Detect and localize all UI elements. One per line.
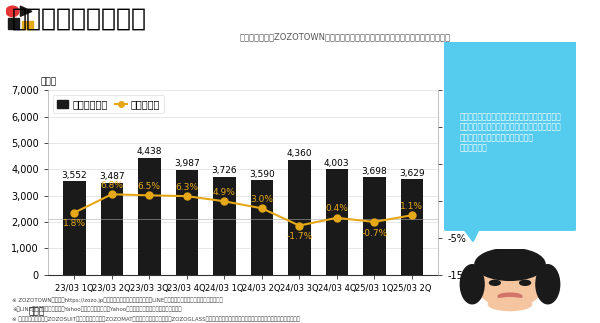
Text: 3,987: 3,987: [174, 159, 200, 168]
Bar: [401, 179, 423, 275]
Text: 3,487: 3,487: [99, 172, 125, 181]
Text: 3,629: 3,629: [399, 169, 425, 178]
Text: 6.3%: 6.3%: [175, 183, 198, 192]
Bar: [251, 180, 273, 275]
Text: 6.5%: 6.5%: [138, 182, 161, 191]
FancyBboxPatch shape: [440, 38, 580, 231]
Bar: [22, 21, 33, 29]
Ellipse shape: [475, 248, 545, 280]
Text: 6.8%: 6.8%: [100, 181, 123, 190]
Text: 1.8%: 1.8%: [63, 219, 86, 228]
Text: -0.7%: -0.7%: [361, 228, 388, 237]
Text: 3.0%: 3.0%: [250, 195, 273, 204]
Text: 1.1%: 1.1%: [400, 202, 423, 211]
Text: 平均商品単価はZOZOTOWNの商品取扱高を同期間の出荷枚数で除すことにより算出: 平均商品単価はZOZOTOWNの商品取扱高を同期間の出荷枚数で除すことにより算出: [240, 32, 451, 41]
Bar: [8, 18, 19, 29]
Text: 3,726: 3,726: [211, 166, 237, 175]
Bar: [63, 181, 86, 275]
Legend: 平均商品単価, 前年同期比: 平均商品単価, 前年同期比: [53, 95, 164, 113]
Bar: [101, 183, 123, 275]
Ellipse shape: [475, 254, 545, 307]
Ellipse shape: [490, 280, 500, 285]
Bar: [176, 170, 198, 275]
Text: 平均商品単価の推移: 平均商品単価の推移: [12, 6, 147, 30]
Bar: [138, 158, 161, 275]
Text: 4.9%: 4.9%: [213, 188, 236, 197]
Bar: [213, 177, 236, 275]
Text: 4,438: 4,438: [137, 147, 162, 156]
Ellipse shape: [498, 293, 522, 299]
Ellipse shape: [488, 298, 532, 310]
Polygon shape: [20, 6, 32, 16]
Text: 昨年以上の細しい気温の影響を受け、価格の高い
新作秋冬アイテムの需要が高まらなかったため、
商品単価の上昇率は限定的なものに
なりました。: 昨年以上の細しい気温の影響を受け、価格の高い 新作秋冬アイテムの需要が高まらなか…: [459, 112, 561, 152]
Text: （円）: （円）: [40, 78, 56, 87]
Text: 3,590: 3,590: [249, 170, 275, 179]
Ellipse shape: [536, 265, 560, 304]
Ellipse shape: [460, 265, 484, 304]
Text: 3,552: 3,552: [61, 171, 87, 180]
Bar: [288, 160, 311, 275]
Text: -1.7%: -1.7%: [286, 232, 313, 241]
Text: ※ 体型計測デバイス「ZOZOSUIT（ゾゾスーツ）」「ZOZOMAT（ゾゾマット）」および「ZOZOGLASS（ゾゾグラス）」のみを購入したユーザーは含んでお: ※ 体型計測デバイス「ZOZOSUIT（ゾゾスーツ）」「ZOZOMAT（ゾゾマッ…: [12, 317, 300, 322]
Bar: [326, 169, 348, 275]
Text: ※ ZOZOTOWNの数値（https://zozo.jp）に集計した実績となります。「LINEヤフーコマース」は含んでおりません。: ※ ZOZOTOWNの数値（https://zozo.jp）に集計した実績となり…: [12, 297, 223, 303]
Text: 4,003: 4,003: [324, 159, 350, 168]
Text: 0.4%: 0.4%: [325, 204, 348, 214]
Ellipse shape: [520, 280, 530, 285]
Text: 4,360: 4,360: [286, 149, 312, 158]
Circle shape: [6, 6, 19, 16]
Polygon shape: [457, 220, 484, 242]
Text: （期）: （期）: [29, 308, 44, 317]
Text: 3,698: 3,698: [361, 167, 387, 176]
Bar: [363, 177, 386, 275]
Text: ※「LINEヤフーコマース」は「Yahooショッピング」と「Yahooオークション」の合算値となります。: ※「LINEヤフーコマース」は「Yahooショッピング」と「Yahooオークショ…: [12, 307, 182, 312]
